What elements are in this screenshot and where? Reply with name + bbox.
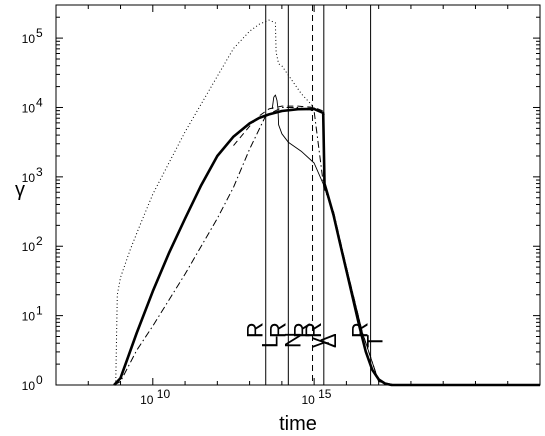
y-tick-label-exponent: 5: [36, 26, 43, 40]
marker-label: R: [301, 322, 326, 338]
y-tick-label: 10: [22, 101, 36, 115]
marker-label-subscript: γ: [305, 337, 330, 348]
y-tick-label-exponent: 2: [36, 234, 43, 248]
x-tick-label: 10: [140, 393, 154, 407]
marker-label-subscript: L: [258, 336, 283, 348]
series-line-dashed: [233, 105, 325, 146]
x-axis-title: time: [279, 413, 317, 435]
y-tick-label: 10: [22, 240, 36, 254]
y-tick-label: 10: [22, 171, 36, 185]
marker-label-subscript: T: [363, 335, 388, 348]
y-tick-label: 10: [22, 379, 36, 393]
y-axis-title: γ: [15, 179, 25, 201]
series-line-thin: [271, 94, 395, 386]
y-tick-label-exponent: 4: [36, 95, 43, 109]
x-tick-label: 10: [301, 393, 315, 407]
marker-label: R: [265, 322, 290, 338]
marker-label-subscript: Δ: [316, 333, 341, 348]
x-tick-label-exponent: 10: [157, 387, 171, 401]
x-axis-ticks: 10 10 10 15: [55, 5, 541, 407]
y-tick-label-exponent: 1: [36, 304, 43, 318]
y-tick-label: 10: [22, 310, 36, 324]
y-tick-label-exponent: 3: [36, 165, 43, 179]
x-tick-label-exponent: 15: [318, 387, 332, 401]
marker-label: R: [348, 322, 373, 338]
y-tick-label: 10: [22, 32, 36, 46]
marker-label-subscript: N: [280, 332, 305, 348]
marker-label: R: [290, 322, 315, 338]
plot-area: [55, 4, 541, 386]
marker-label: R: [243, 322, 268, 338]
y-tick-label-exponent: 0: [36, 373, 43, 387]
